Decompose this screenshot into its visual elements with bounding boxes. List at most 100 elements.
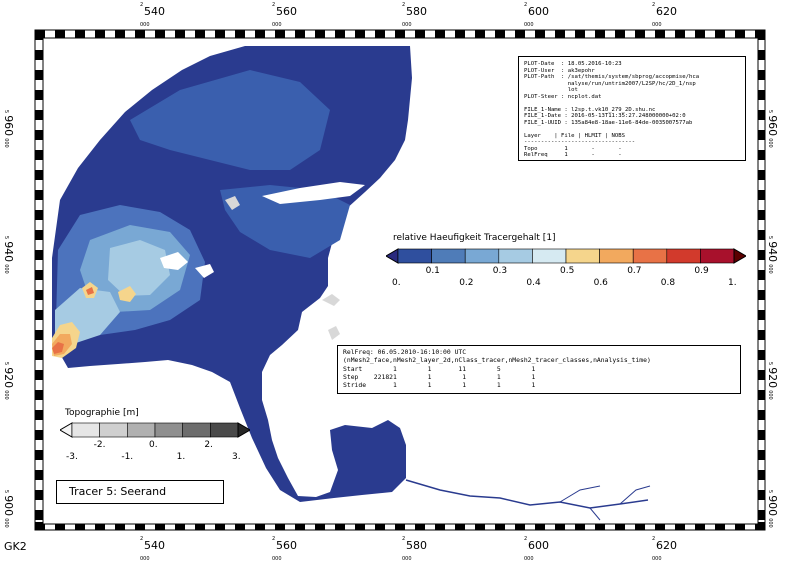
info-line: PLOT-Steer : ncplot.dat <box>524 93 602 100</box>
relfreq-line: (nMesh2_face,nMesh2_layer_2d,nClass_trac… <box>343 356 651 365</box>
y-axis-prefix: 5 <box>767 490 773 494</box>
colorbar-segment <box>431 248 466 264</box>
x-axis-prefix: 2 <box>652 2 656 8</box>
y-axis-prefix: 5 <box>767 236 773 240</box>
frame-tick-top <box>195 30 205 38</box>
tracer-label-box: Tracer 5: Seerand <box>56 480 224 504</box>
frame-tick-left <box>35 30 43 40</box>
frame-tick-top <box>495 30 505 38</box>
frame-tick-top <box>75 30 85 38</box>
y-axis-suffix: 000 <box>3 390 9 400</box>
frame-tick-top <box>535 30 545 38</box>
frame-tick-bottom <box>95 522 105 530</box>
x-axis-suffix: 000 <box>524 22 534 28</box>
frame-tick-bottom <box>355 522 365 530</box>
frame-tick-bottom <box>475 522 485 530</box>
colorbar-tick-label: 3. <box>232 452 241 462</box>
y-axis-suffix: 000 <box>3 264 9 274</box>
y-axis-label: 940 <box>2 241 15 263</box>
info-line: nalyse/run/untrim2007/L2SP/hc/2D_1/nsp <box>524 80 696 87</box>
x-axis-label: 580 <box>406 539 427 552</box>
frame-tick-top <box>655 30 665 38</box>
colorbar-tick-label: 0.8 <box>660 278 676 288</box>
frame-tick-bottom <box>375 522 385 530</box>
x-axis-suffix: 000 <box>140 556 150 562</box>
y-axis-suffix: 000 <box>3 518 9 528</box>
y-axis-suffix: 000 <box>767 264 773 274</box>
x-axis-prefix: 2 <box>402 536 406 542</box>
info-line: PLOT-Path : /sat/themis/system/sbprog/ac… <box>524 74 700 80</box>
info-line: FILE_1-Name : l2sp.t.vk10_279_2D.shu.nc <box>524 106 656 113</box>
x-axis-suffix: 000 <box>272 22 282 28</box>
frame-tick-left <box>35 450 43 460</box>
frame-tick-bottom <box>755 522 765 530</box>
x-axis-label: 560 <box>276 539 297 552</box>
frame-tick-bottom <box>315 522 325 530</box>
frame-tick-top <box>135 30 145 38</box>
x-axis-suffix: 000 <box>652 22 662 28</box>
y-axis-label: 920 <box>766 367 779 389</box>
frame-tick-bottom <box>575 522 585 530</box>
colorbar-tick-label: -2. <box>93 440 106 450</box>
frame-tick-top <box>455 30 465 38</box>
grid-label: GK2 <box>4 540 27 553</box>
x-axis-label: 540 <box>144 539 165 552</box>
x-axis-prefix: 2 <box>652 536 656 542</box>
colorbar-tick-label: 0.7 <box>627 266 642 276</box>
frame-tick-top <box>315 30 325 38</box>
y-axis-tick: 5940000 <box>1 236 20 274</box>
colorbar-segment <box>666 248 701 264</box>
frame-tick-bottom <box>175 522 185 530</box>
frame-tick-left <box>35 150 43 160</box>
frame-tick-bottom <box>495 522 505 530</box>
y-axis-prefix: 5 <box>3 490 9 494</box>
colorbar-segment <box>498 248 533 264</box>
frame-tick-left <box>35 130 43 140</box>
y-axis-suffix: 000 <box>767 138 773 148</box>
frame-tick-bottom <box>35 522 45 530</box>
info-line: lot <box>524 87 578 93</box>
frame-tick-right <box>757 410 765 420</box>
frame-tick-top <box>275 30 285 38</box>
frame-tick-left <box>35 490 43 500</box>
frame-tick-left <box>35 290 43 300</box>
x-axis-prefix: 2 <box>524 2 528 8</box>
frame-tick-bottom <box>335 522 345 530</box>
colorbar-tick-label: 0.3 <box>492 266 508 276</box>
frame-tick-right <box>757 350 765 360</box>
frame-tick-bottom <box>115 522 125 530</box>
colorbar-segment <box>532 248 567 264</box>
y-axis-prefix: 5 <box>3 110 9 114</box>
frame-tick-right <box>757 70 765 80</box>
frame-tick-top <box>395 30 405 38</box>
frame-tick-right <box>757 190 765 200</box>
frame-tick-bottom <box>675 522 685 530</box>
frame-tick-bottom <box>195 522 205 530</box>
x-axis-prefix: 2 <box>524 536 528 542</box>
frame-tick-top <box>355 30 365 38</box>
frame-tick-right <box>757 490 765 500</box>
frame-tick-top <box>295 30 305 38</box>
frame-tick-right <box>757 150 765 160</box>
frame-tick-left <box>35 270 43 280</box>
y-axis-prefix: 5 <box>3 236 9 240</box>
colorbar-arrow-high <box>237 422 250 438</box>
colorbar-tick-label: 1. <box>176 452 186 462</box>
x-axis-suffix: 000 <box>524 556 534 562</box>
y-axis-prefix: 5 <box>767 110 773 114</box>
frame-tick-top <box>55 30 65 38</box>
colorbar-segment <box>99 422 128 438</box>
frame-tick-left <box>35 70 43 80</box>
x-axis-suffix: 000 <box>652 556 662 562</box>
frame-tick-top <box>575 30 585 38</box>
info-line: FILE_1-UUID : 135a84e8-18ae-11e6-84de-00… <box>524 119 693 126</box>
tracer-colorbar-bar <box>386 248 746 264</box>
frame-tick-right <box>757 110 765 120</box>
frame-tick-left <box>35 470 43 480</box>
frame-tick-top <box>555 30 565 38</box>
x-axis-suffix: 000 <box>402 22 412 28</box>
frame-tick-top <box>115 30 125 38</box>
frame-tick-bottom <box>75 522 85 530</box>
frame-tick-right <box>757 50 765 60</box>
tracer-colorbar-title: relative Haeufigkeit Tracergehalt [1] <box>393 233 556 243</box>
